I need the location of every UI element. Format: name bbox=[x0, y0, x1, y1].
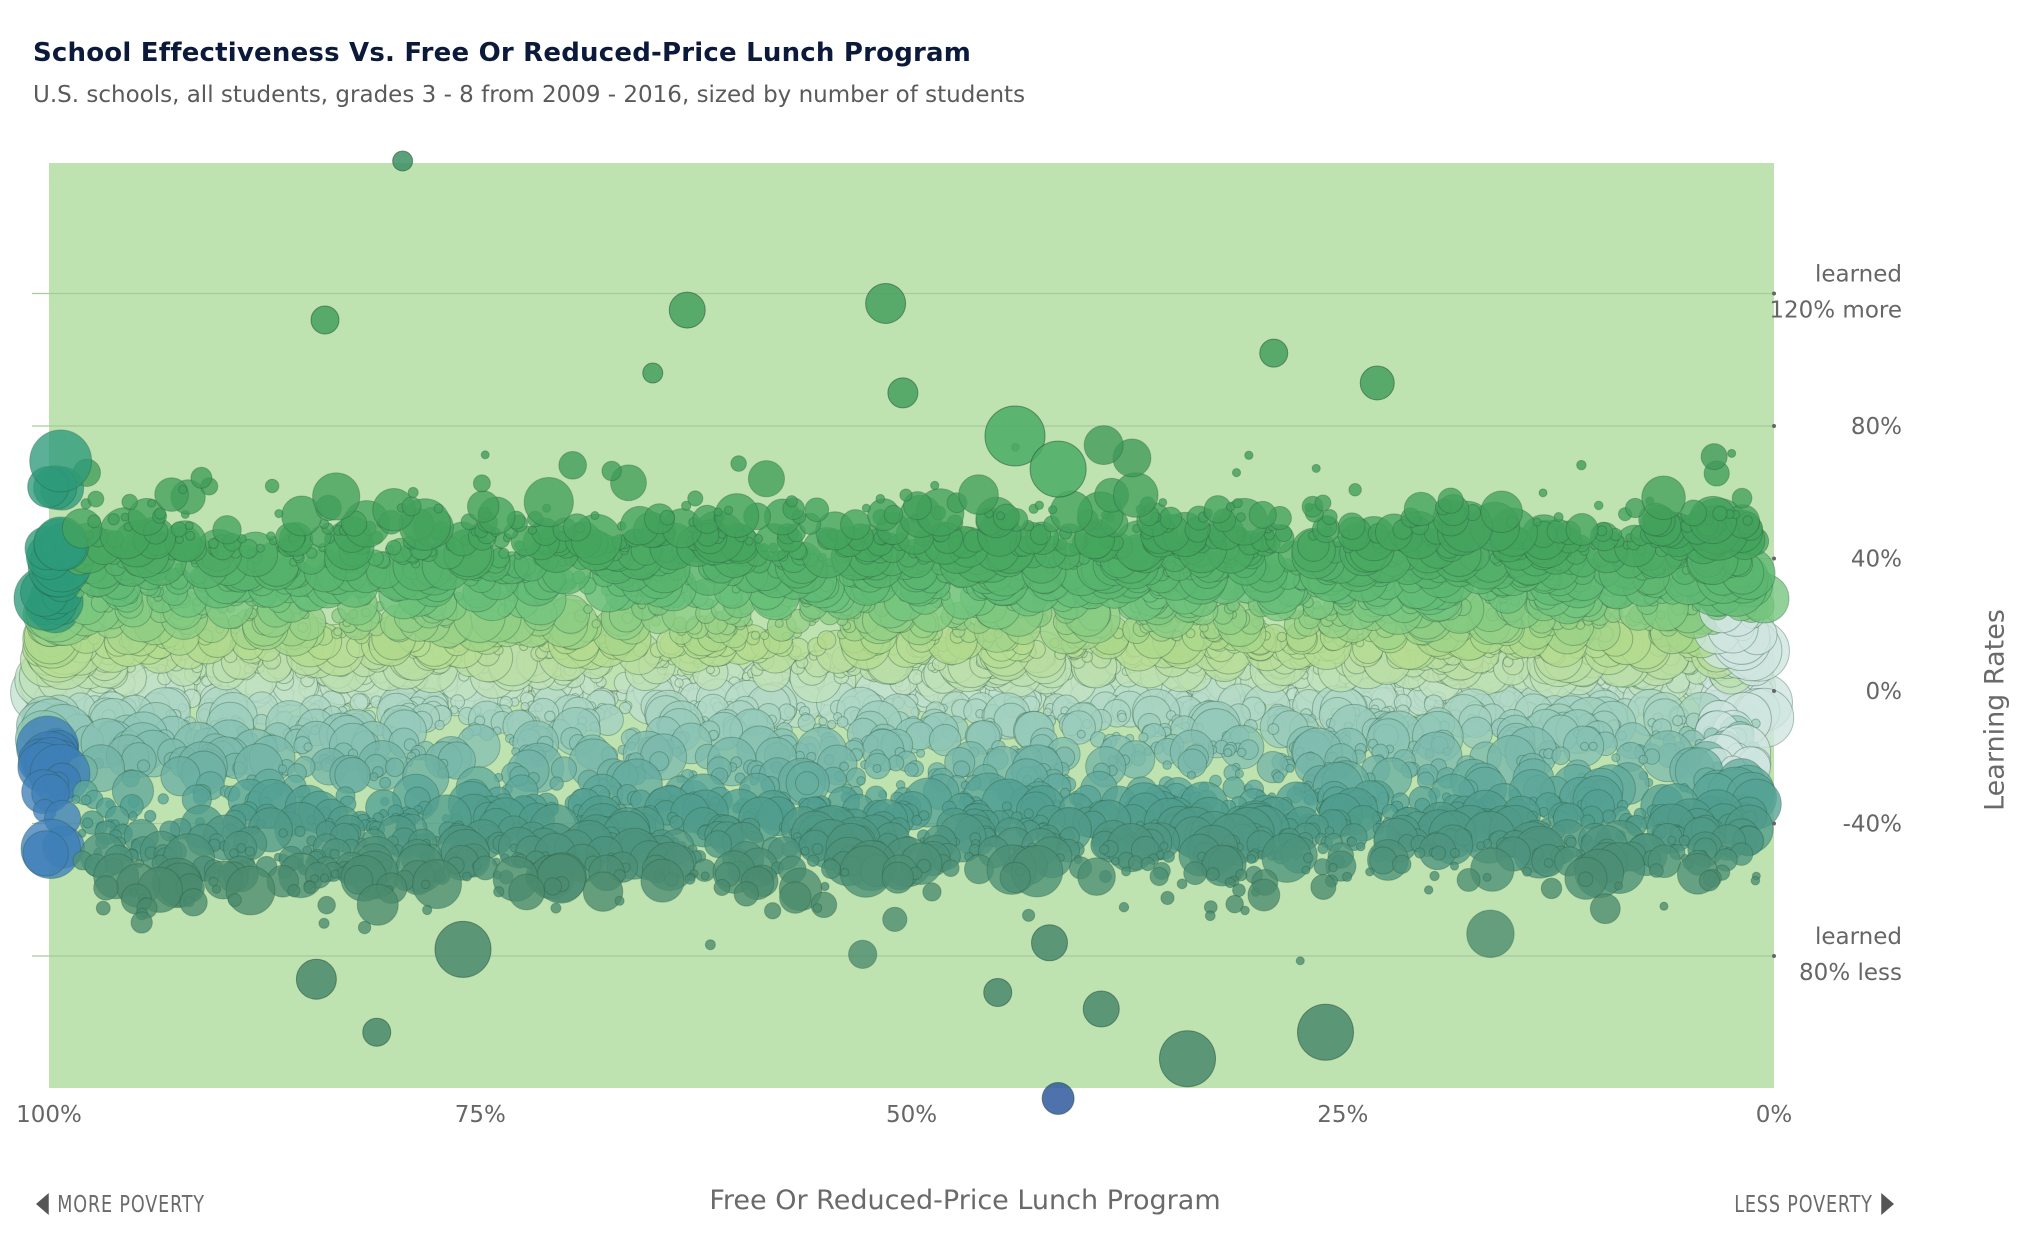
data-point bbox=[1234, 769, 1244, 779]
data-point bbox=[674, 678, 684, 688]
data-point bbox=[266, 531, 276, 541]
data-point bbox=[544, 710, 556, 722]
data-point bbox=[385, 757, 405, 778]
data-point bbox=[1355, 841, 1366, 852]
data-point bbox=[1098, 844, 1110, 855]
data-point bbox=[1162, 760, 1172, 770]
data-point bbox=[1023, 808, 1034, 819]
data-point bbox=[520, 702, 530, 712]
data-point bbox=[61, 508, 103, 549]
data-point bbox=[1638, 754, 1649, 765]
data-point bbox=[1532, 517, 1542, 527]
data-point bbox=[1236, 747, 1247, 758]
data-point bbox=[753, 533, 764, 544]
data-point bbox=[278, 828, 288, 838]
data-point bbox=[816, 630, 837, 650]
data-point bbox=[170, 521, 187, 538]
data-point bbox=[872, 763, 882, 773]
data-point bbox=[911, 815, 923, 826]
data-point bbox=[294, 825, 306, 837]
data-point bbox=[1580, 741, 1590, 751]
data-point bbox=[1162, 850, 1175, 863]
data-point bbox=[255, 543, 265, 553]
data-point bbox=[80, 794, 92, 806]
data-point bbox=[618, 701, 632, 715]
data-point bbox=[778, 703, 796, 721]
data-point bbox=[1138, 732, 1149, 743]
data-point bbox=[334, 756, 371, 794]
data-point bbox=[527, 525, 538, 535]
data-point bbox=[1449, 847, 1460, 858]
data-point bbox=[87, 514, 102, 529]
data-point bbox=[185, 530, 196, 541]
data-point bbox=[128, 811, 138, 821]
data-point bbox=[1110, 856, 1120, 866]
data-point bbox=[22, 830, 69, 877]
data-point bbox=[385, 539, 402, 556]
data-point bbox=[82, 817, 94, 829]
data-points bbox=[10, 150, 1795, 1115]
data-point bbox=[952, 760, 971, 778]
data-point bbox=[818, 716, 828, 726]
data-point bbox=[800, 846, 810, 856]
data-point bbox=[71, 795, 81, 805]
data-point bbox=[904, 762, 919, 777]
data-point bbox=[278, 764, 288, 774]
data-point bbox=[1414, 847, 1426, 859]
data-point bbox=[212, 515, 242, 545]
data-point bbox=[1667, 835, 1677, 845]
data-point bbox=[1476, 841, 1486, 851]
data-point bbox=[1430, 845, 1447, 861]
data-point bbox=[1678, 835, 1690, 847]
data-point bbox=[1117, 712, 1127, 723]
data-point bbox=[811, 843, 824, 855]
data-point bbox=[434, 719, 445, 731]
chart-title: School Effectiveness Vs. Free Or Reduced… bbox=[33, 38, 972, 68]
data-point bbox=[1588, 741, 1598, 751]
data-point bbox=[1223, 748, 1233, 758]
data-point bbox=[856, 776, 866, 786]
data-point bbox=[1672, 715, 1684, 727]
data-point bbox=[836, 716, 849, 728]
data-point bbox=[1337, 512, 1366, 540]
data-point bbox=[379, 776, 392, 789]
data-point bbox=[916, 748, 926, 758]
data-point bbox=[1276, 631, 1288, 643]
data-point bbox=[760, 631, 770, 641]
data-point bbox=[498, 547, 510, 559]
data-point bbox=[244, 846, 256, 857]
data-point bbox=[1565, 513, 1599, 547]
data-point bbox=[1267, 723, 1280, 735]
data-point bbox=[349, 693, 369, 713]
data-point bbox=[750, 630, 761, 640]
data-point bbox=[1159, 841, 1169, 851]
data-point bbox=[591, 619, 601, 629]
data-point bbox=[1565, 836, 1577, 849]
data-point bbox=[369, 772, 379, 782]
data-point bbox=[840, 509, 871, 540]
data-point bbox=[1285, 763, 1295, 773]
data-point bbox=[549, 776, 564, 791]
data-point bbox=[794, 771, 820, 796]
data-point bbox=[1246, 854, 1257, 865]
data-point bbox=[1272, 771, 1285, 784]
data-point bbox=[806, 854, 820, 867]
chart-subtitle: U.S. schools, all students, grades 3 - 8… bbox=[33, 82, 1026, 108]
data-point bbox=[184, 521, 194, 531]
data-point bbox=[774, 618, 784, 628]
data-point bbox=[157, 793, 169, 805]
data-point bbox=[583, 604, 593, 614]
data-point bbox=[1303, 852, 1314, 864]
data-point bbox=[1317, 842, 1329, 855]
data-point bbox=[303, 742, 313, 752]
data-point bbox=[669, 815, 684, 830]
data-point bbox=[136, 759, 151, 773]
data-point bbox=[1551, 746, 1571, 766]
data-point bbox=[1076, 729, 1086, 739]
data-point bbox=[1186, 770, 1196, 780]
data-point bbox=[1611, 753, 1621, 763]
data-point bbox=[1742, 515, 1753, 526]
